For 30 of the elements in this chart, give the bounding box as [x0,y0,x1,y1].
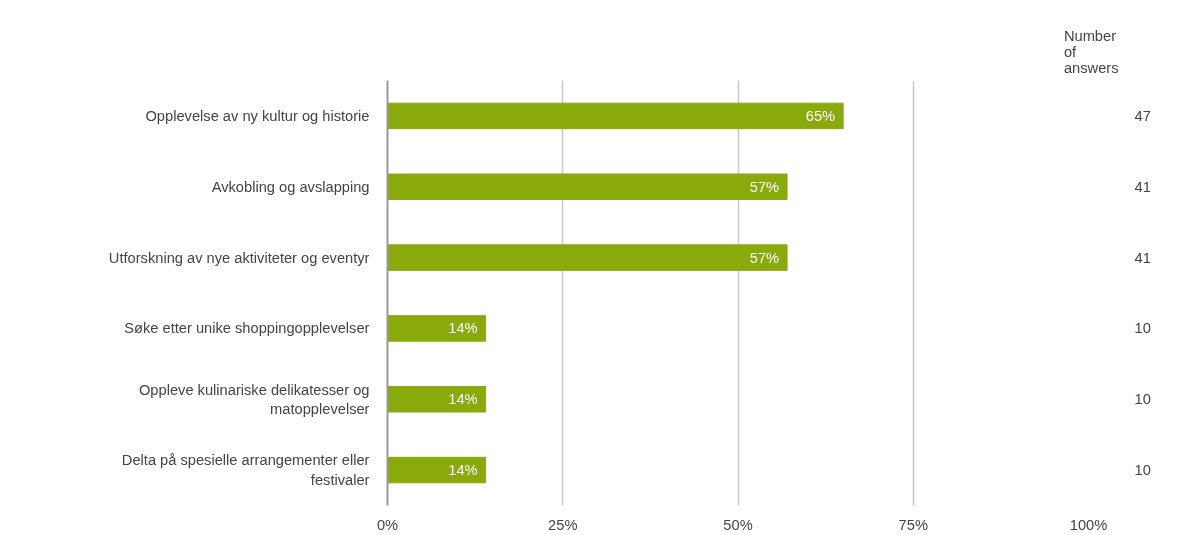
y-tick-label: Opplevelse av ny kultur og historie [145,107,370,124]
data-label: 57% [749,249,780,266]
y-tick-label: Oppleve kulinariske delikatesser og matopplevelser [138,381,370,417]
text: 10 [1134,391,1151,408]
bar [387,244,788,271]
text: 10 [1134,320,1151,337]
x-tick-label: 75% [898,516,928,533]
y-tick-label: Søke etter unike shoppingopplevelser [124,320,370,337]
text: 41 [1134,178,1151,195]
bar [387,456,487,484]
data-label: 14% [448,462,478,479]
data-label: 65% [805,107,836,124]
x-tick-label: 100% [1069,516,1108,533]
x-tick-label: 25% [548,516,578,533]
text: Number of answers [1063,27,1119,76]
bar [387,102,844,130]
bar [387,386,487,413]
bar [387,173,788,200]
bar [387,315,487,342]
text: 41 [1134,249,1151,266]
text: 47 [1134,107,1151,124]
x-tick-label: 0% [376,516,399,533]
y-tick-label: Avkobling og avslapping [211,178,370,195]
y-tick-label: Delta på spesielle arrangementer eller festivaler [121,452,370,488]
data-label: 14% [448,391,478,408]
x-tick-label: 50% [723,516,753,533]
text: 10 [1134,462,1151,479]
data-label: 57% [749,178,780,195]
data-label: 14% [448,320,478,337]
y-tick-label: Utforskning av nye aktiviteter og eventyr [108,249,370,266]
